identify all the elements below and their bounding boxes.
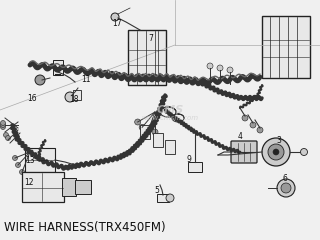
Circle shape [65,92,75,102]
Circle shape [139,124,145,130]
FancyBboxPatch shape [75,180,91,194]
Text: 6: 6 [282,174,287,183]
Text: 4: 4 [237,132,243,141]
Circle shape [1,125,5,130]
FancyBboxPatch shape [128,30,166,85]
Circle shape [1,122,5,127]
Circle shape [207,63,213,69]
Circle shape [268,144,284,160]
FancyBboxPatch shape [165,140,175,154]
Circle shape [1,120,5,126]
Text: 9: 9 [186,155,191,164]
Text: 17: 17 [112,19,122,29]
FancyBboxPatch shape [73,90,81,100]
Circle shape [35,75,45,85]
Circle shape [277,179,295,197]
Text: 12: 12 [24,178,34,187]
Circle shape [262,138,290,166]
Text: 16: 16 [27,94,37,103]
Circle shape [250,122,256,128]
Circle shape [227,67,233,73]
Text: WIRE HARNESS(TRX450FM): WIRE HARNESS(TRX450FM) [4,222,166,234]
Text: 3: 3 [276,136,281,145]
FancyBboxPatch shape [62,178,76,196]
Circle shape [20,169,25,174]
FancyBboxPatch shape [262,16,310,78]
Circle shape [4,132,9,138]
FancyBboxPatch shape [140,125,150,139]
Circle shape [166,194,174,202]
Circle shape [12,156,18,161]
Text: 11: 11 [82,75,91,84]
Circle shape [145,128,151,134]
Circle shape [281,183,291,193]
Circle shape [242,115,248,121]
Circle shape [217,65,223,71]
Text: CMS: CMS [156,105,184,115]
Circle shape [257,127,263,133]
FancyBboxPatch shape [188,162,202,172]
Circle shape [15,162,20,168]
Text: 5: 5 [154,186,159,195]
Circle shape [152,129,158,135]
Text: www.cmsnl.com: www.cmsnl.com [141,115,199,121]
FancyBboxPatch shape [153,133,163,147]
Text: 18: 18 [69,95,78,104]
Circle shape [5,136,11,140]
FancyBboxPatch shape [22,172,64,202]
Circle shape [273,149,279,155]
FancyBboxPatch shape [53,60,63,75]
FancyBboxPatch shape [25,148,55,172]
Text: 13: 13 [26,156,35,165]
Text: 7: 7 [148,34,153,43]
Circle shape [135,119,141,125]
FancyBboxPatch shape [157,194,169,202]
Circle shape [300,149,308,156]
Circle shape [111,13,119,21]
FancyBboxPatch shape [231,141,257,163]
